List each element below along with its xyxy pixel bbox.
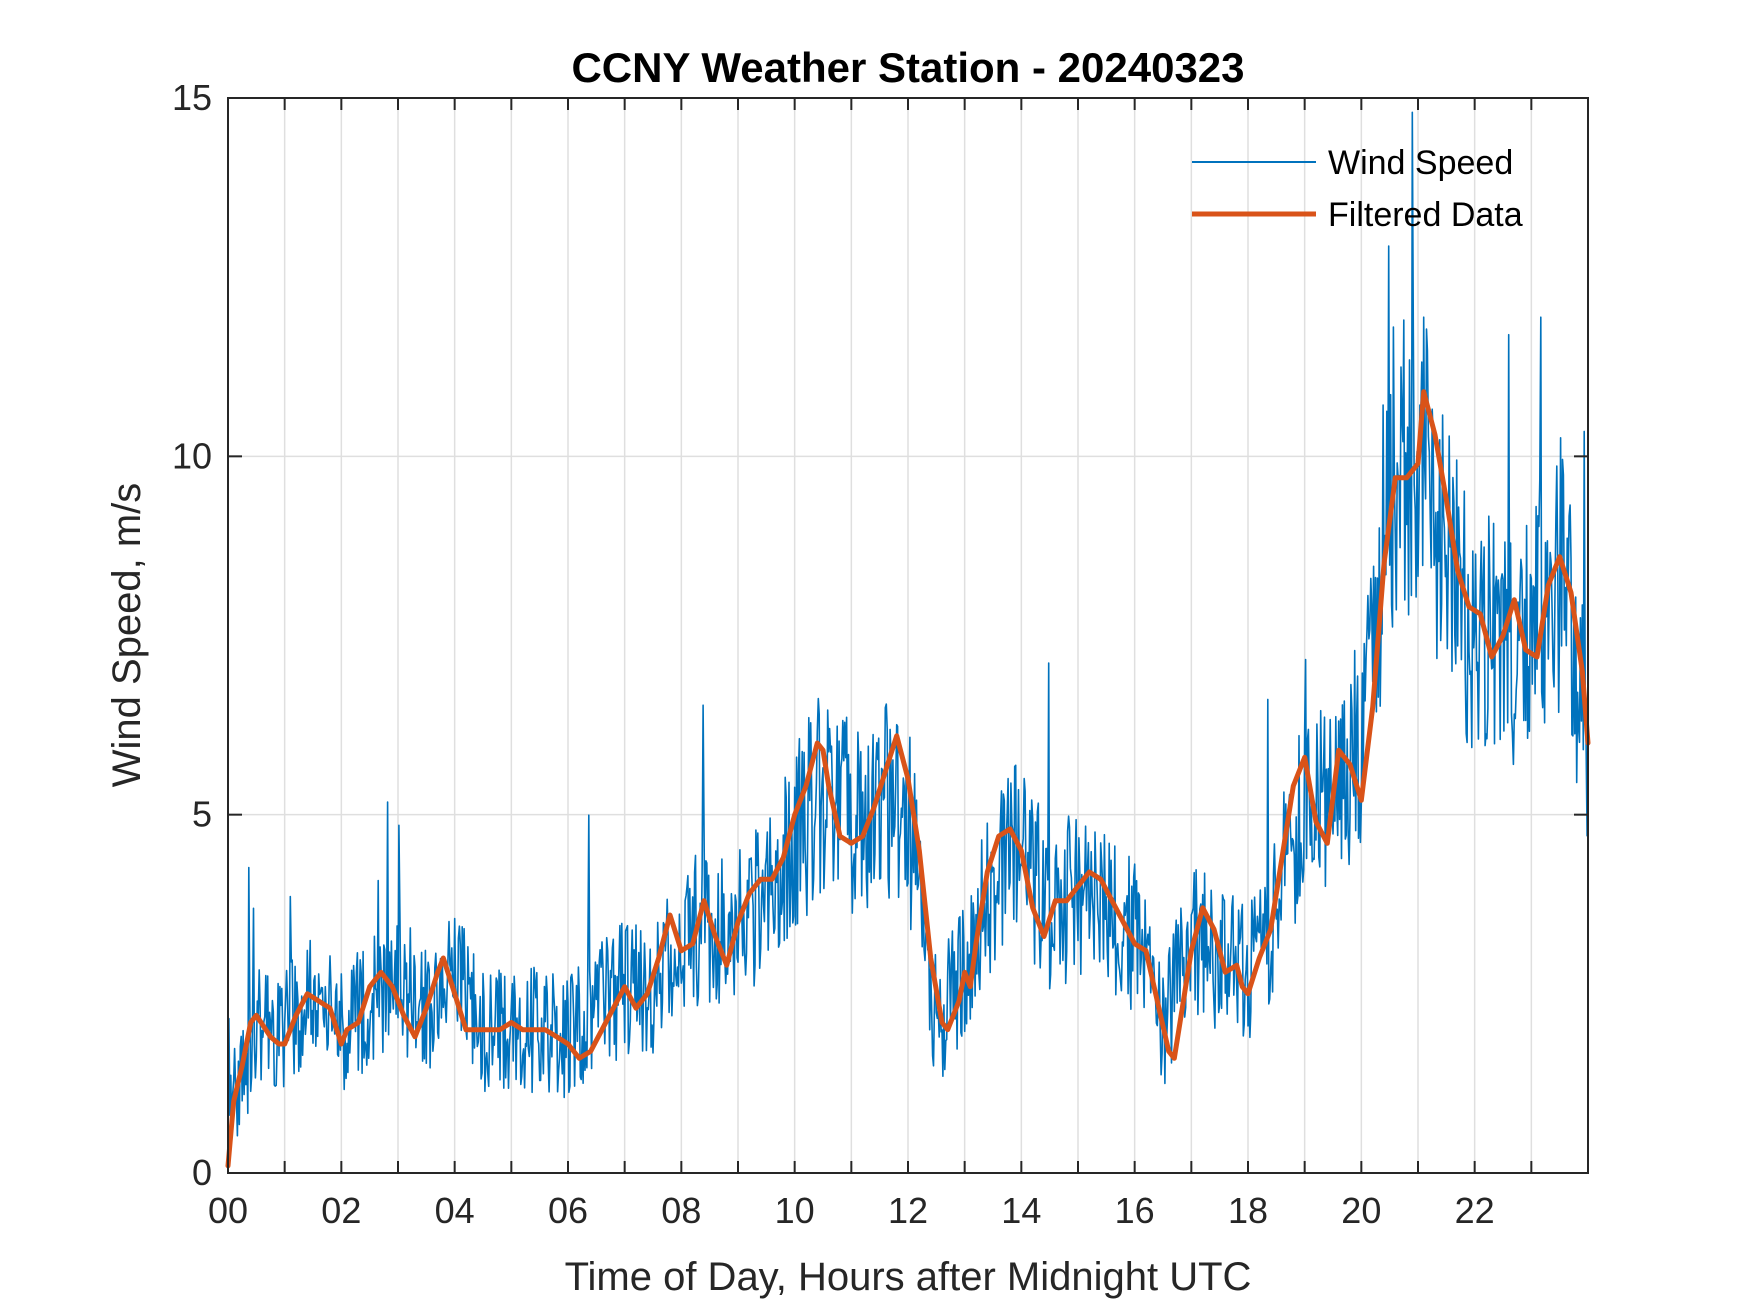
- x-tick-label: 04: [435, 1190, 475, 1231]
- axis-ticks: 00 02 04 06 08 10 12 14 16 18 20 22 0 5 10 15: [172, 77, 1589, 1231]
- legend-label-filtered-data: Filtered Data: [1328, 196, 1523, 234]
- plot-series: [225, 111, 1591, 1169]
- y-tick-label: 0: [192, 1152, 212, 1193]
- y-tick-label: 5: [192, 794, 212, 835]
- y-axis-label: Wind Speed, m/s: [105, 483, 149, 788]
- chart-title: CCNY Weather Station - 20240323: [571, 44, 1244, 91]
- x-tick-label: 08: [661, 1190, 701, 1231]
- x-tick-label: 14: [1001, 1190, 1041, 1231]
- x-tick-label: 22: [1455, 1190, 1495, 1231]
- x-tick-label: 00: [208, 1190, 248, 1231]
- legend-label-wind-speed: Wind Speed: [1328, 144, 1513, 182]
- x-tick-label: 02: [321, 1190, 361, 1231]
- x-tick-label: 20: [1341, 1190, 1381, 1231]
- series-line-wind-speed: [227, 111, 1589, 1154]
- y-tick-label: 10: [172, 435, 212, 476]
- series-line-filtered-data: [225, 389, 1591, 1169]
- legend: Wind Speed Filtered Data: [1192, 144, 1523, 234]
- x-tick-label: 16: [1115, 1190, 1155, 1231]
- x-tick-label: 10: [775, 1190, 815, 1231]
- x-tick-label: 18: [1228, 1190, 1268, 1231]
- x-tick-label: 12: [888, 1190, 928, 1231]
- y-tick-label: 15: [172, 77, 212, 118]
- x-axis-label: Time of Day, Hours after Midnight UTC: [565, 1255, 1252, 1299]
- x-tick-label: 06: [548, 1190, 588, 1231]
